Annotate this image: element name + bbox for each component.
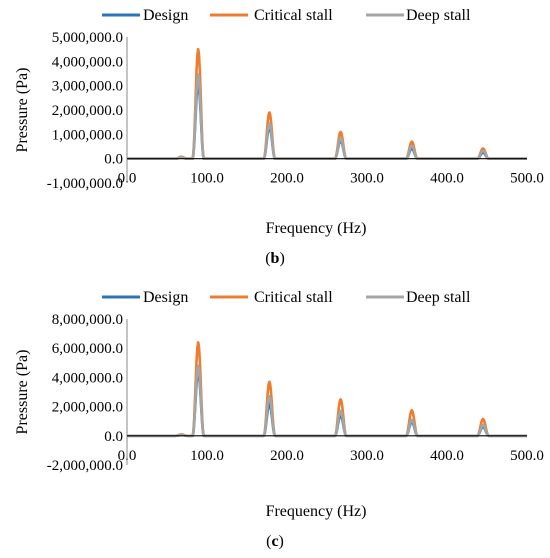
- legend-label-1-0: Design: [143, 289, 188, 306]
- x-tick-label-1-5: 500.0: [510, 448, 544, 464]
- series-line-1-0: [126, 370, 528, 438]
- x-tick-label-0-2: 200.0: [270, 171, 304, 187]
- x-tick-label-1-3: 300.0: [350, 448, 384, 464]
- x-tick-label-0-1: 100.0: [190, 171, 224, 187]
- y-tick-label-1-0: -2,000,000.0: [47, 458, 123, 474]
- series-line-0-2: [126, 73, 528, 160]
- x-tick-label-1-2: 200.0: [270, 448, 304, 464]
- legend-label-0-1: Critical stall: [254, 7, 333, 24]
- x-tick-label-0-4: 400.0: [430, 171, 464, 187]
- x-tick-label-0-5: 500.0: [510, 171, 544, 187]
- y-tick-label-1-4: 6,000,000.0: [52, 341, 123, 357]
- series-line-0-1: [126, 47, 528, 160]
- y-tick-label-0-6: 5,000,000.0: [52, 30, 123, 46]
- x-axis-title-0: Frequency (Hz): [266, 220, 367, 237]
- x-axis-title-1: Frequency (Hz): [266, 503, 367, 520]
- series-line-0-0: [126, 81, 528, 160]
- y-axis-title-0: Pressure (Pa): [14, 68, 31, 153]
- panel-label-1: (c): [266, 533, 284, 550]
- x-tick-label-1-4: 400.0: [430, 448, 464, 464]
- y-tick-label-0-0: -1,000,000.0: [47, 176, 123, 192]
- y-tick-label-0-2: 1,000,000.0: [52, 127, 123, 143]
- legend-label-0-0: Design: [143, 7, 188, 24]
- legend-label-1-1: Critical stall: [254, 289, 333, 306]
- y-tick-label-0-5: 4,000,000.0: [52, 54, 123, 70]
- y-tick-label-1-1: 0.0: [104, 429, 123, 445]
- legend-label-0-2: Deep stall: [406, 7, 471, 24]
- panel-label-0: (b): [265, 250, 285, 267]
- series-line-1-2: [126, 364, 528, 438]
- y-tick-label-1-3: 4,000,000.0: [52, 370, 123, 386]
- y-tick-label-1-5: 8,000,000.0: [52, 312, 123, 328]
- y-tick-label-0-1: 0.0: [104, 152, 123, 168]
- y-axis-title-1: Pressure (Pa): [14, 350, 31, 435]
- y-tick-label-1-2: 2,000,000.0: [52, 400, 123, 416]
- x-tick-label-0-3: 300.0: [350, 171, 384, 187]
- x-tick-label-1-1: 100.0: [190, 448, 224, 464]
- y-tick-label-0-4: 3,000,000.0: [52, 79, 123, 95]
- y-tick-label-0-3: 2,000,000.0: [52, 103, 123, 119]
- legend-label-1-2: Deep stall: [406, 289, 471, 306]
- series-line-1-1: [126, 341, 528, 438]
